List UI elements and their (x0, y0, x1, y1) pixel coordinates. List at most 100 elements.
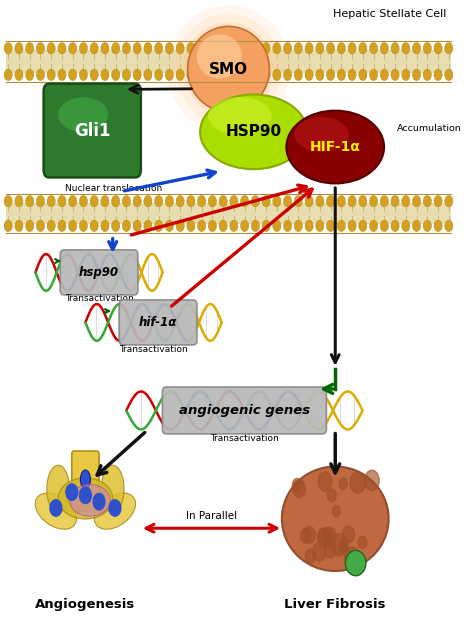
Circle shape (305, 220, 313, 232)
Circle shape (15, 220, 23, 232)
Circle shape (294, 69, 302, 81)
Circle shape (69, 43, 77, 54)
Circle shape (327, 43, 335, 54)
Circle shape (339, 478, 347, 490)
Circle shape (240, 69, 249, 81)
Circle shape (293, 480, 305, 497)
Circle shape (331, 534, 347, 556)
Circle shape (445, 220, 453, 232)
Circle shape (36, 220, 45, 232)
Circle shape (391, 69, 399, 81)
FancyBboxPatch shape (119, 300, 197, 345)
Circle shape (165, 220, 173, 232)
Circle shape (230, 220, 238, 232)
Circle shape (230, 43, 238, 54)
Circle shape (176, 220, 184, 232)
Circle shape (69, 220, 77, 232)
Circle shape (339, 541, 347, 553)
Circle shape (365, 470, 379, 490)
Circle shape (337, 195, 346, 207)
Circle shape (316, 69, 324, 81)
Circle shape (333, 506, 340, 516)
Circle shape (359, 220, 367, 232)
Circle shape (240, 195, 249, 207)
Circle shape (47, 69, 55, 81)
Circle shape (434, 43, 442, 54)
Ellipse shape (58, 478, 113, 519)
Text: Accumulation: Accumulation (397, 123, 461, 132)
Circle shape (327, 489, 336, 502)
Circle shape (337, 43, 346, 54)
Circle shape (58, 69, 66, 81)
Circle shape (198, 69, 206, 81)
Circle shape (101, 195, 109, 207)
Circle shape (111, 69, 120, 81)
Circle shape (303, 527, 315, 543)
Circle shape (319, 527, 334, 548)
Circle shape (423, 195, 431, 207)
Circle shape (155, 69, 163, 81)
Circle shape (90, 43, 98, 54)
Circle shape (370, 43, 378, 54)
Circle shape (47, 195, 55, 207)
Circle shape (312, 543, 326, 561)
Circle shape (412, 43, 420, 54)
Ellipse shape (188, 27, 269, 112)
Circle shape (273, 195, 281, 207)
Circle shape (380, 43, 388, 54)
Circle shape (318, 529, 329, 545)
Ellipse shape (183, 22, 273, 116)
Circle shape (262, 220, 270, 232)
Circle shape (36, 195, 45, 207)
Circle shape (343, 526, 355, 543)
Circle shape (251, 69, 259, 81)
Text: Gli1: Gli1 (74, 121, 110, 139)
Circle shape (327, 195, 335, 207)
Circle shape (144, 195, 152, 207)
Circle shape (337, 220, 346, 232)
Circle shape (144, 43, 152, 54)
Circle shape (380, 69, 388, 81)
Circle shape (370, 220, 378, 232)
Circle shape (423, 220, 431, 232)
Text: HSP90: HSP90 (226, 124, 282, 139)
FancyBboxPatch shape (163, 387, 327, 434)
FancyBboxPatch shape (6, 204, 451, 224)
Circle shape (208, 220, 217, 232)
Ellipse shape (47, 465, 70, 513)
Ellipse shape (167, 5, 290, 134)
Circle shape (26, 43, 34, 54)
Circle shape (198, 43, 206, 54)
Circle shape (101, 220, 109, 232)
Circle shape (101, 43, 109, 54)
Ellipse shape (81, 470, 91, 489)
Circle shape (26, 69, 34, 81)
Circle shape (348, 43, 356, 54)
Circle shape (402, 195, 410, 207)
Circle shape (240, 43, 249, 54)
Circle shape (122, 69, 130, 81)
Ellipse shape (197, 34, 242, 79)
Circle shape (423, 69, 431, 81)
Ellipse shape (200, 95, 307, 169)
Circle shape (283, 69, 292, 81)
Circle shape (176, 43, 184, 54)
Circle shape (327, 69, 335, 81)
Circle shape (283, 220, 292, 232)
Circle shape (4, 69, 12, 81)
Circle shape (66, 484, 78, 501)
Ellipse shape (346, 550, 366, 576)
Circle shape (58, 195, 66, 207)
Ellipse shape (294, 117, 349, 152)
Circle shape (305, 69, 313, 81)
Circle shape (305, 549, 316, 563)
Circle shape (318, 472, 332, 492)
Circle shape (344, 547, 360, 569)
Circle shape (305, 195, 313, 207)
Text: Nuclear translocation: Nuclear translocation (65, 184, 162, 193)
Circle shape (187, 195, 195, 207)
Circle shape (26, 195, 34, 207)
Circle shape (111, 220, 120, 232)
Circle shape (380, 220, 388, 232)
Circle shape (79, 69, 88, 81)
